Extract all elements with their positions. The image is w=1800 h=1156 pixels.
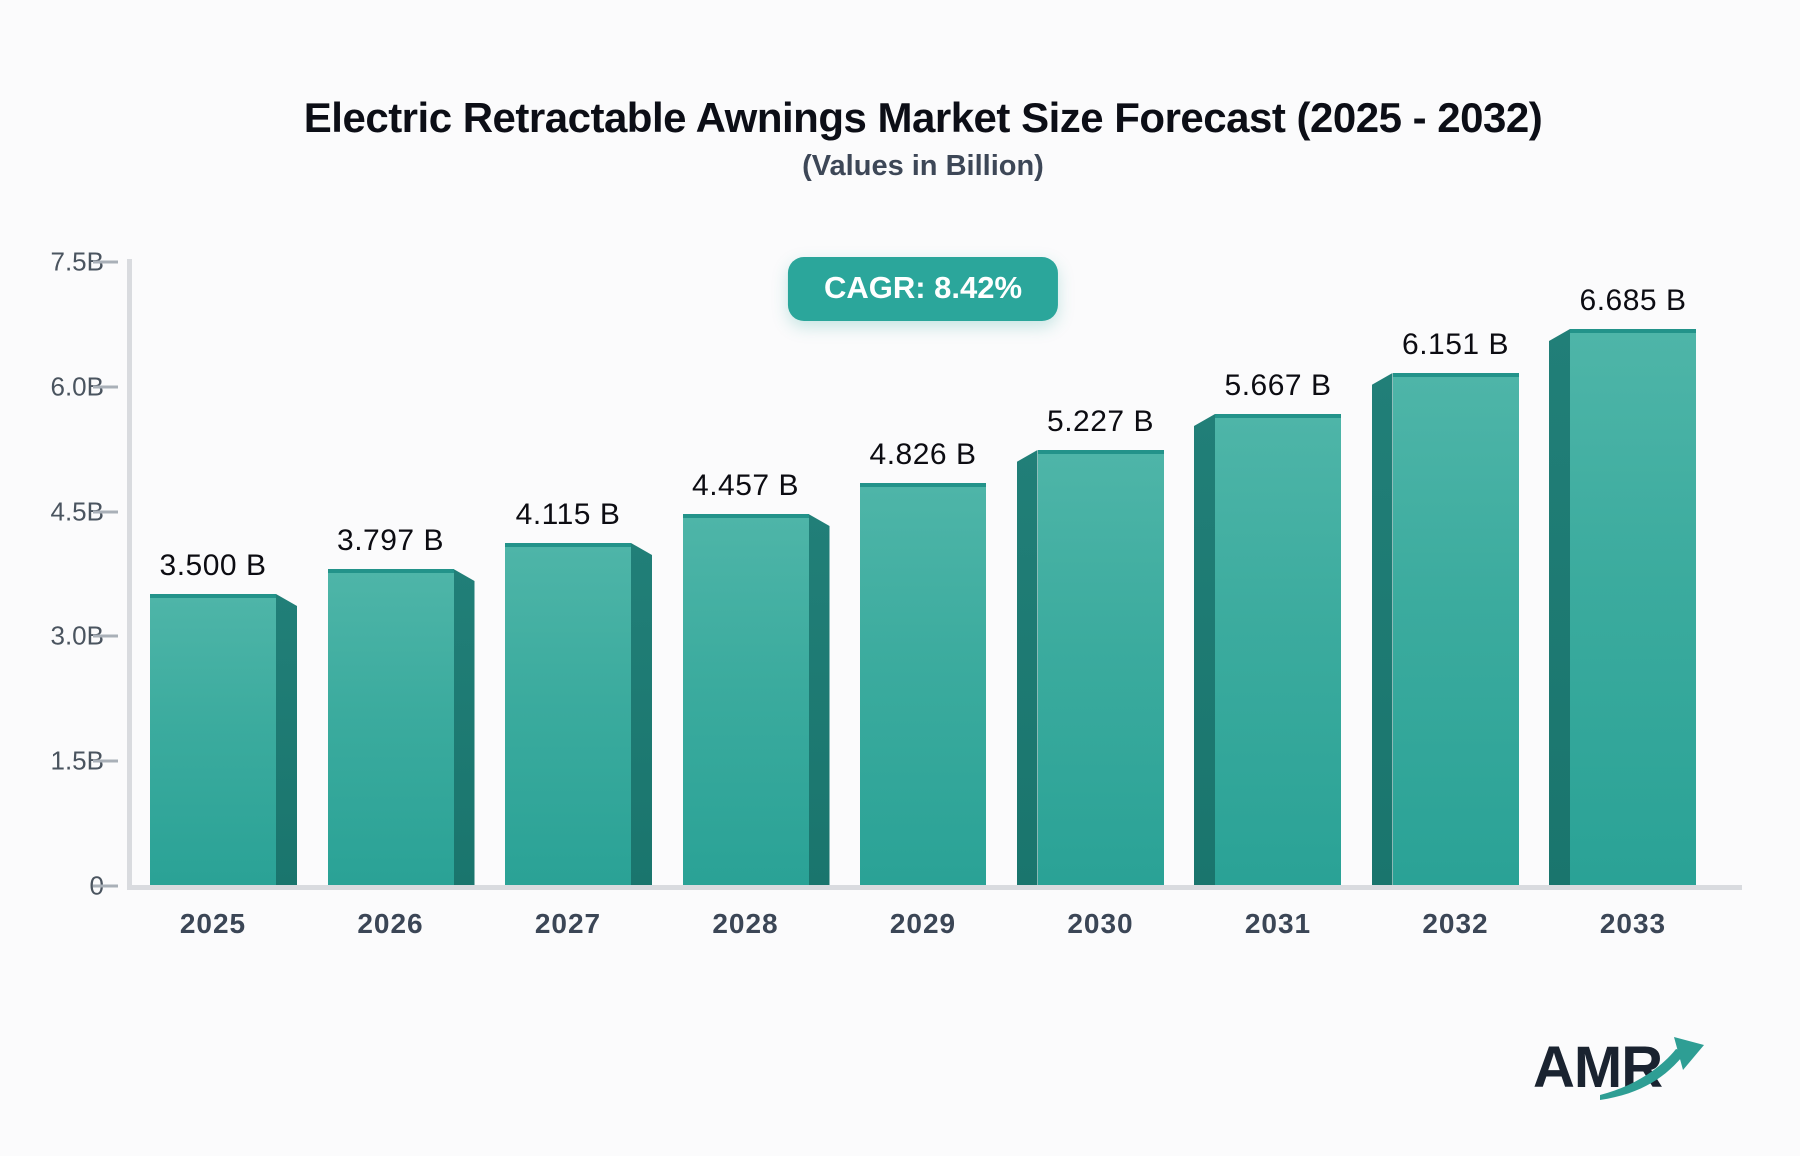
amr-logo-text: AMR (1533, 1035, 1663, 1100)
bar-2031 (1215, 414, 1341, 885)
x-axis-label-2026: 2026 (357, 908, 424, 939)
bar-2032 (1392, 373, 1519, 885)
y-tick-dash (93, 385, 118, 389)
chart-subtitle: (Values in Billion) (802, 150, 1044, 182)
y-tick-label-7.5B: 7.5B (50, 246, 105, 277)
page-title: Electric Retractable Awnings Market Size… (303, 94, 1543, 141)
bar-value-label-2032: 6.151 B (1402, 328, 1509, 361)
bar-value-label-2026: 3.797 B (337, 524, 444, 557)
y-tick-label-0: 0 (24, 871, 104, 902)
bar-side-3d-2027 (631, 543, 652, 885)
bar-value-label-2030: 5.227 B (1047, 405, 1154, 438)
bar-2027 (505, 543, 631, 885)
growth-arrow-icon (1600, 1037, 1704, 1100)
y-tick-label-4.5B: 4.5B (50, 496, 105, 527)
bar-side-3d-2030 (1016, 450, 1038, 885)
x-axis-label-2027: 2027 (534, 908, 602, 939)
y-tick-label-1.5B: 1.5B (50, 745, 105, 776)
x-axis-label-2025: 2025 (179, 908, 247, 939)
bar-2033 (1570, 329, 1696, 885)
bar-2025 (150, 594, 276, 885)
bar-value-label-2027: 4.115 B (515, 498, 621, 531)
y-tick-label-6.0B: 6.0B (50, 371, 105, 402)
bar-side-3d-2033 (1549, 329, 1570, 885)
bar-side-3d-2028 (808, 514, 830, 885)
bar-value-label-2025: 3.500 B (159, 549, 267, 582)
bar-side-3d-2026 (453, 569, 475, 885)
x-axis-baseline (127, 885, 1742, 890)
bar-side-3d-2032 (1371, 373, 1393, 885)
cagr-badge: CAGR: 8.42% (787, 257, 1059, 321)
bar-value-label-2028: 4.457 B (692, 469, 799, 502)
y-tick-dash (93, 634, 118, 638)
bar-2029 (860, 483, 986, 885)
y-tick-dash (93, 759, 118, 763)
bar-side-3d-2025 (276, 594, 297, 885)
amr-logo: AMR (1533, 1034, 1713, 1114)
bar-side-3d-2031 (1194, 414, 1215, 885)
y-axis-line (127, 259, 132, 887)
bar-value-label-2031: 5.667 B (1224, 369, 1332, 402)
y-tick-dash (93, 510, 118, 514)
bar-value-label-2033: 6.685 B (1579, 284, 1687, 317)
x-axis-label-2031: 2031 (1244, 908, 1312, 939)
x-axis-label-2030: 2030 (1067, 908, 1134, 939)
bar-2026 (327, 569, 454, 885)
x-axis-label-2029: 2029 (889, 908, 957, 939)
bar-2028 (682, 514, 809, 885)
x-axis-label-2028: 2028 (712, 908, 779, 939)
y-tick-dash (93, 884, 118, 888)
y-tick-dash (93, 260, 118, 264)
x-axis-label-2033: 2033 (1599, 908, 1667, 939)
bar-value-label-2029: 4.826 B (869, 438, 977, 471)
bar-2030 (1037, 450, 1164, 885)
x-axis-label-2032: 2032 (1422, 908, 1489, 939)
y-tick-label-3.0B: 3.0B (50, 620, 105, 651)
